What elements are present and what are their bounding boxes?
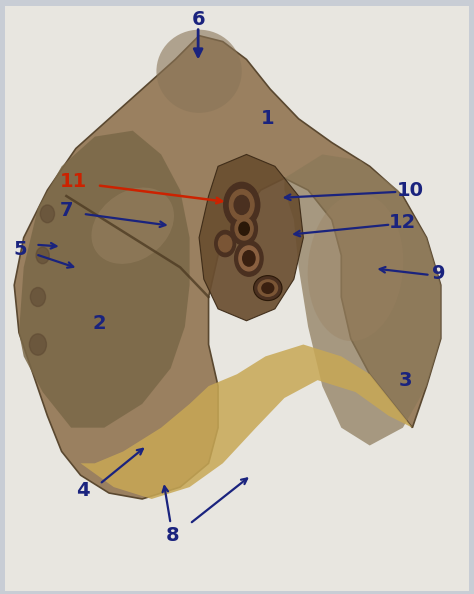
- Circle shape: [235, 241, 263, 276]
- Polygon shape: [199, 154, 303, 321]
- Polygon shape: [14, 36, 441, 499]
- Circle shape: [40, 205, 55, 223]
- Text: 9: 9: [432, 264, 445, 283]
- Ellipse shape: [257, 279, 278, 297]
- Circle shape: [229, 189, 254, 220]
- Circle shape: [36, 247, 49, 264]
- Text: 10: 10: [397, 181, 423, 200]
- Ellipse shape: [156, 30, 242, 113]
- Circle shape: [30, 287, 46, 307]
- Circle shape: [215, 230, 236, 257]
- Ellipse shape: [254, 276, 282, 301]
- Ellipse shape: [91, 188, 174, 264]
- Text: 11: 11: [60, 172, 87, 191]
- Ellipse shape: [261, 282, 274, 294]
- Text: 2: 2: [93, 314, 106, 333]
- Circle shape: [239, 246, 259, 271]
- Circle shape: [234, 195, 249, 214]
- Text: 12: 12: [389, 213, 417, 232]
- Text: 7: 7: [60, 201, 73, 220]
- Circle shape: [29, 334, 46, 355]
- Polygon shape: [19, 131, 190, 428]
- Text: 5: 5: [13, 240, 27, 259]
- Circle shape: [235, 217, 253, 240]
- Circle shape: [224, 182, 260, 228]
- Text: 4: 4: [76, 481, 90, 500]
- Circle shape: [231, 212, 257, 245]
- Circle shape: [219, 235, 232, 252]
- Polygon shape: [81, 345, 412, 499]
- Text: 3: 3: [399, 371, 412, 390]
- Polygon shape: [284, 154, 441, 446]
- Text: 1: 1: [261, 109, 274, 128]
- Text: 8: 8: [166, 526, 180, 545]
- FancyBboxPatch shape: [5, 6, 469, 591]
- Circle shape: [239, 222, 249, 235]
- Text: 6: 6: [191, 10, 205, 29]
- Ellipse shape: [308, 194, 403, 341]
- Circle shape: [243, 251, 255, 266]
